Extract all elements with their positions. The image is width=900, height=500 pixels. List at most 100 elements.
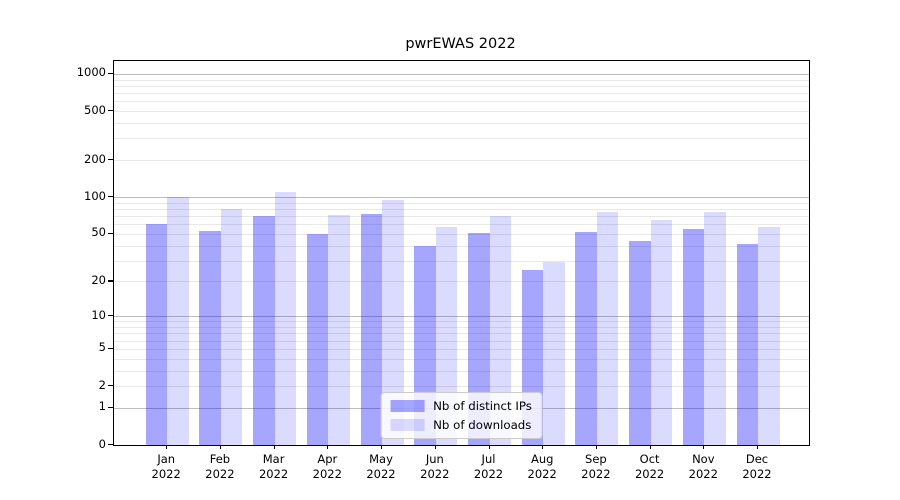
bar-downloads-jul [489,216,511,445]
gridline [114,260,809,262]
y-tick-label: 2 [98,377,106,392]
y-tick-label: 1 [98,399,106,414]
bar-downloads-jun [435,226,458,445]
bar-ips-mar [253,216,275,445]
legend-swatch-ips [390,400,425,412]
x-tick-mark [595,445,598,449]
gridline [114,281,809,283]
gridline [114,93,809,94]
gridline [114,73,809,75]
bar-downloads-feb [220,208,243,445]
y-tick-mark [108,315,113,317]
y-tick-mark [108,110,113,112]
bar-downloads-oct [650,219,673,445]
bar-ips-sep [575,231,597,445]
bar-ips-jan [145,224,168,445]
x-tick-label: Apr 2022 [312,452,342,481]
bar-downloads-sep [596,211,619,445]
x-tick-label: Feb 2022 [205,452,235,481]
bar-ips-jul [468,232,490,445]
legend-item-downloads: Nb of downloads [390,418,532,432]
x-tick-label: Jan 2022 [151,452,181,481]
y-tick-mark [108,232,113,234]
bar-downloads-mar [274,192,297,445]
gridline [114,386,809,387]
gridline [114,123,809,124]
bar-ips-feb [199,230,221,445]
y-tick-label: 20 [91,272,106,287]
bar-ips-dec [736,244,758,445]
y-tick-mark [108,444,113,446]
legend-label-distinct-ips: Nb of distinct IPs [433,399,532,413]
gridline [114,333,809,335]
x-tick-mark [273,445,275,449]
x-tick-mark [488,445,490,449]
x-tick-label: Sep 2022 [581,452,611,481]
y-tick-label: 10 [91,307,106,322]
legend-label-downloads: Nb of downloads [433,418,532,432]
y-tick-mark [108,159,113,161]
x-tick-label: Oct 2022 [634,452,665,481]
x-tick-label: Aug 2022 [527,452,557,481]
gridline [114,202,809,204]
bar-downloads-aug [543,262,565,445]
gridline [114,208,809,210]
y-tick-label: 500 [84,102,106,117]
gridline [114,358,809,360]
gridline [114,233,809,235]
x-tick-mark [219,445,222,449]
legend-swatch-downloads [390,419,425,431]
bar-downloads-apr [328,215,350,445]
y-tick-mark [108,406,113,408]
gridline [114,316,809,318]
x-tick-mark [434,445,436,449]
x-tick-label: Nov 2022 [688,452,718,481]
gridline [114,197,809,199]
gridline [114,327,809,328]
gridline [114,101,809,103]
gridline [114,224,809,226]
x-tick-mark [703,445,705,449]
x-tick-mark [542,445,544,449]
y-tick-label: 100 [84,188,106,203]
bar-ips-oct [629,240,651,445]
gridline [114,216,809,217]
y-tick-label: 50 [91,225,106,240]
gridline [114,111,809,112]
x-tick-label: Jul 2022 [473,452,504,481]
bar-downloads-nov [704,212,726,445]
gridline [114,348,809,350]
bar-ips-apr [306,233,329,445]
gridline [114,138,809,140]
x-tick-label: Mar 2022 [258,452,289,481]
x-tick-label: Jun 2022 [420,452,450,481]
y-tick-label: 200 [84,151,106,166]
x-tick-label: May 2022 [366,452,396,481]
x-tick-mark [327,445,329,449]
bar-downloads-dec [758,226,780,445]
legend-item-distinct-ips: Nb of distinct IPs [390,399,532,413]
y-tick-mark [108,72,113,74]
y-tick-mark [108,385,113,387]
x-tick-mark [757,445,759,449]
y-tick-mark [108,196,113,198]
chart-title: pwrEWAS 2022 [405,36,516,52]
legend: Nb of distinct IPs Nb of downloads [380,392,543,439]
x-tick-label: Dec 2022 [742,452,772,481]
x-tick-mark [166,445,168,449]
plot-area: Nb of distinct IPs Nb of downloads [113,60,810,446]
y-tick-label: 5 [98,340,106,355]
gridline [114,321,809,323]
bar-ips-may [360,213,382,445]
y-tick-label: 0 [98,436,106,451]
y-tick-mark [108,347,113,349]
gridline [114,370,809,372]
bar-downloads-jan [167,197,189,445]
bar-ips-nov [682,228,705,445]
x-tick-mark [649,445,651,449]
y-tick-label: 1000 [76,65,106,80]
gridline [114,85,809,87]
bar-downloads-may [382,199,404,445]
gridline [114,160,809,162]
